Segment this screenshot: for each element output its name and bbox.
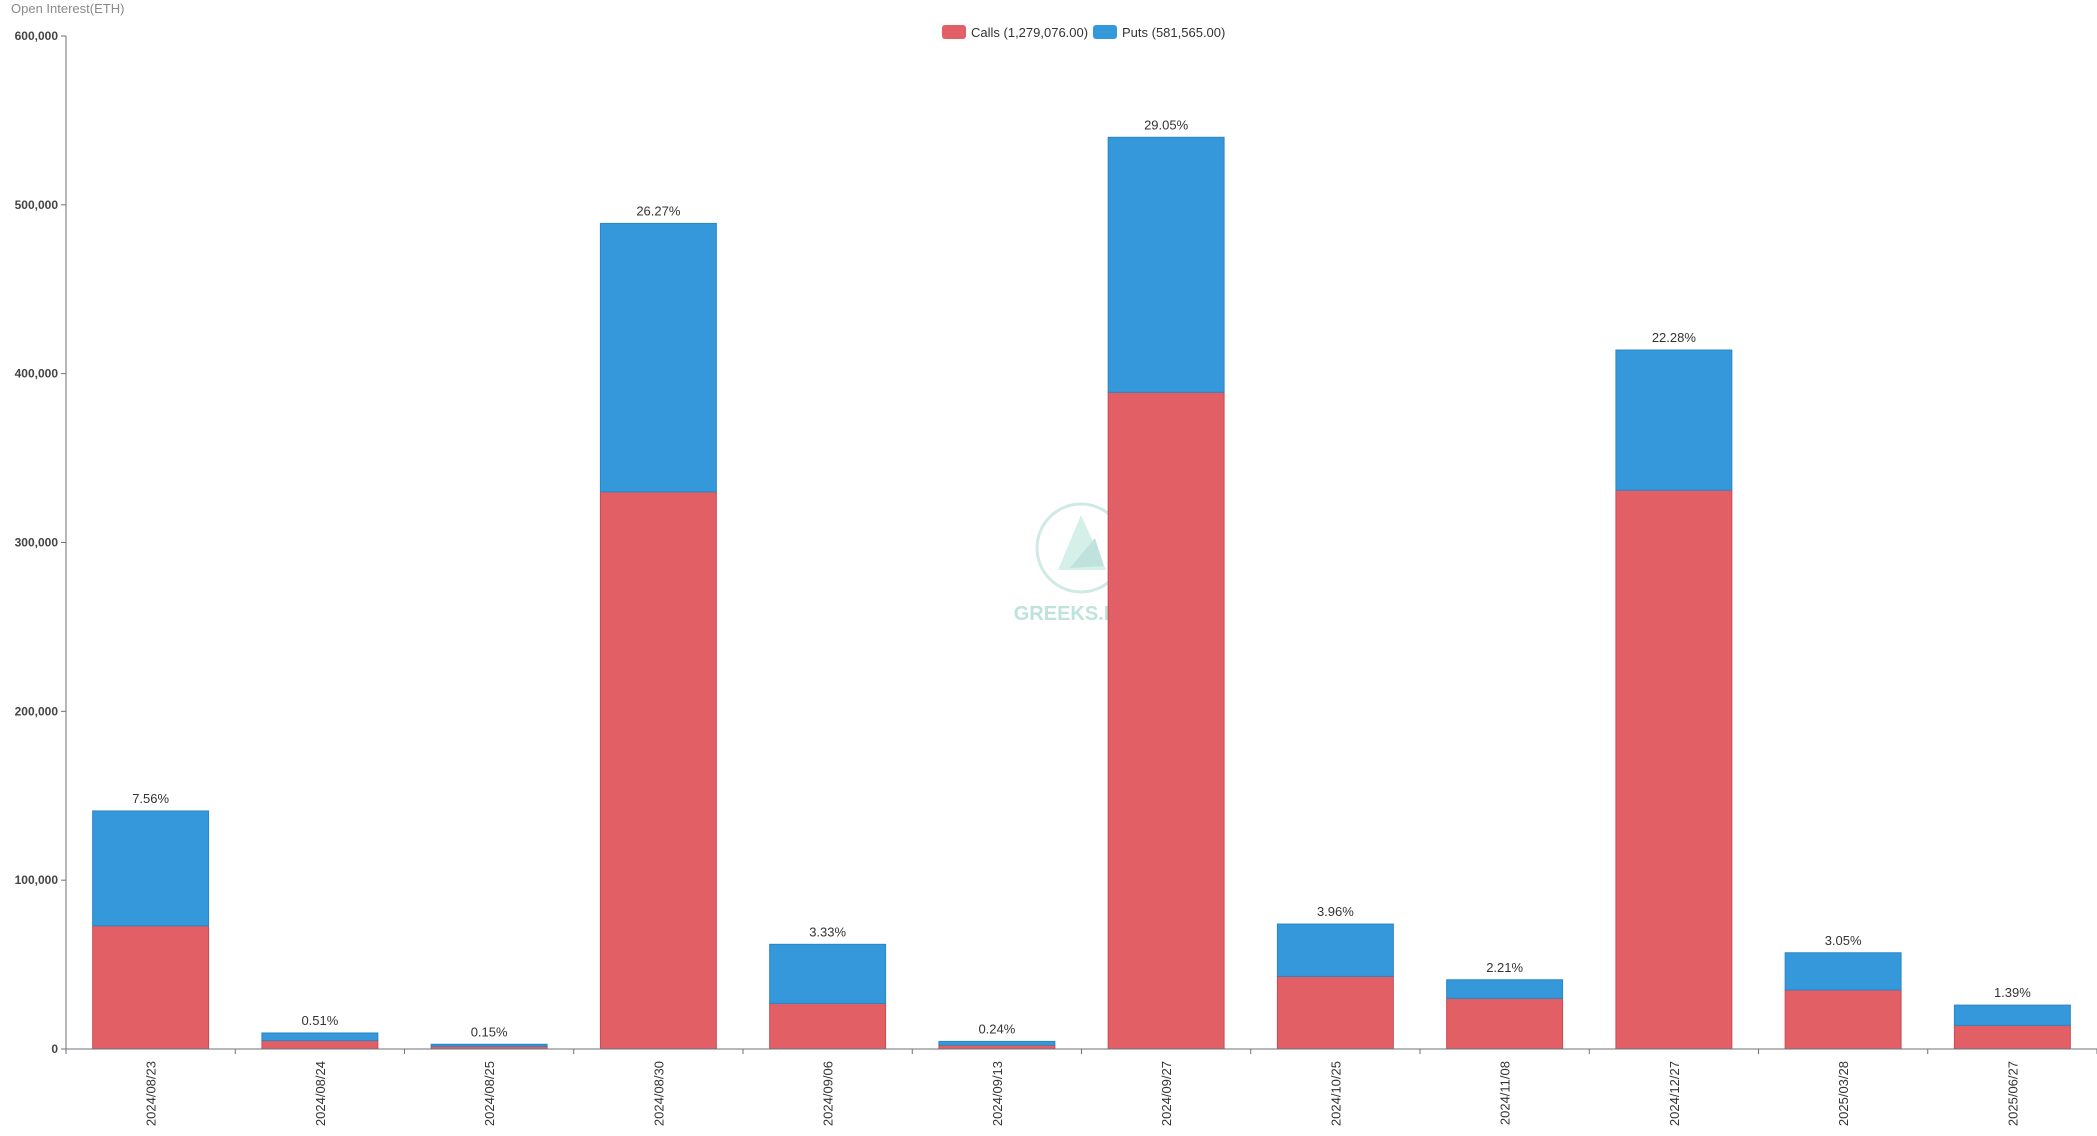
bar-percent-label: 3.05%: [1825, 933, 1862, 948]
x-tick-label: 2024/08/24: [313, 1061, 328, 1126]
bar-percent-label: 1.39%: [1994, 985, 2031, 1000]
y-tick-label: 100,000: [15, 873, 59, 887]
legend-swatch-puts[interactable]: [1093, 25, 1117, 39]
bar-calls-2024/08/23[interactable]: [92, 925, 210, 1050]
y-tick-label: 600,000: [15, 29, 59, 43]
legend-label-calls[interactable]: Calls (1,279,076.00): [971, 25, 1088, 40]
bar-percent-label: 7.56%: [132, 791, 169, 806]
y-tick-label: 500,000: [15, 198, 59, 212]
bar-puts-2024/12/27[interactable]: [1615, 349, 1733, 491]
bar-calls-2025/03/28[interactable]: [1784, 989, 1902, 1050]
bar-puts-2024/09/13[interactable]: [938, 1040, 1056, 1046]
y-axis: 0 100,000 200,000 300,000 400,000 500,000 600,…: [15, 29, 67, 1056]
x-tick-label: 2025/06/27: [2005, 1061, 2020, 1126]
bar-puts-2025/06/27[interactable]: [1953, 1004, 2071, 1026]
bar-percent-label: 0.24%: [978, 1021, 1015, 1036]
bar-calls-2024/09/27[interactable]: [1107, 391, 1225, 1050]
bar-calls-2024/11/08[interactable]: [1446, 997, 1564, 1050]
bar-percent-label: 0.15%: [471, 1024, 508, 1039]
bar-calls-2024/09/06[interactable]: [769, 1002, 887, 1050]
y-tick-label: 200,000: [15, 704, 59, 718]
x-tick-label: 2025/03/28: [1836, 1061, 1851, 1126]
bar-percent-label: 3.33%: [809, 924, 846, 939]
legend-label-puts[interactable]: Puts (581,565.00): [1122, 25, 1225, 40]
x-tick-label: 2024/09/27: [1159, 1061, 1174, 1126]
bar-puts-2024/09/06[interactable]: [769, 943, 887, 1004]
bar-calls-2024/08/24[interactable]: [261, 1040, 379, 1050]
y-tick-label: 300,000: [15, 536, 59, 550]
bar-puts-2025/03/28[interactable]: [1784, 952, 1902, 991]
bar-puts-2024/08/25[interactable]: [430, 1043, 548, 1047]
x-tick-label: 2024/09/13: [990, 1061, 1005, 1126]
bar-percent-label: 26.27%: [636, 203, 681, 218]
x-tick-label: 2024/12/27: [1667, 1061, 1682, 1126]
legend: Calls (1,279,076.00) Puts (581,565.00): [942, 25, 1225, 40]
y-axis-title: Open Interest(ETH): [11, 1, 124, 16]
x-tick-label: 2024/11/08: [1498, 1061, 1513, 1125]
bar-puts-2024/08/30[interactable]: [599, 222, 717, 493]
bars-group: 7.56% 0.51% 0.15% 26.27% 3.33% 0.24% 29.05% 3.9…: [92, 117, 2071, 1050]
bar-puts-2024/08/24[interactable]: [261, 1032, 379, 1042]
bar-calls-2024/09/13[interactable]: [938, 1044, 1056, 1050]
bar-calls-2024/12/27[interactable]: [1615, 489, 1733, 1050]
legend-swatch-calls[interactable]: [942, 25, 966, 39]
bar-percent-label: 3.96%: [1317, 904, 1354, 919]
bar-calls-2025/06/27[interactable]: [1953, 1024, 2071, 1050]
bar-calls-2024/08/30[interactable]: [599, 491, 717, 1050]
bar-puts-2024/10/25[interactable]: [1276, 923, 1394, 977]
x-tick-label: 2024/10/25: [1328, 1061, 1343, 1126]
x-tick-label: 2024/08/23: [144, 1061, 159, 1126]
bar-percent-label: 2.21%: [1486, 960, 1523, 975]
bar-puts-2024/08/23[interactable]: [92, 810, 210, 927]
x-tick-label: 2024/08/30: [651, 1061, 666, 1126]
bar-percent-label: 0.51%: [301, 1013, 338, 1028]
x-axis: 2024/08/23 2024/08/24 2024/08/25 2024/08/30…: [65, 1048, 2097, 1126]
bar-puts-2024/09/27[interactable]: [1107, 136, 1225, 393]
y-tick-label: 400,000: [15, 367, 59, 381]
bar-calls-2024/10/25[interactable]: [1276, 975, 1394, 1050]
bar-percent-label: 29.05%: [1144, 117, 1189, 132]
bar-percent-label: 22.28%: [1652, 330, 1697, 345]
y-tick-label: 0: [51, 1042, 58, 1056]
x-tick-label: 2024/09/06: [821, 1061, 836, 1126]
x-tick-label: 2024/08/25: [482, 1061, 497, 1126]
bar-puts-2024/11/08[interactable]: [1446, 979, 1564, 999]
